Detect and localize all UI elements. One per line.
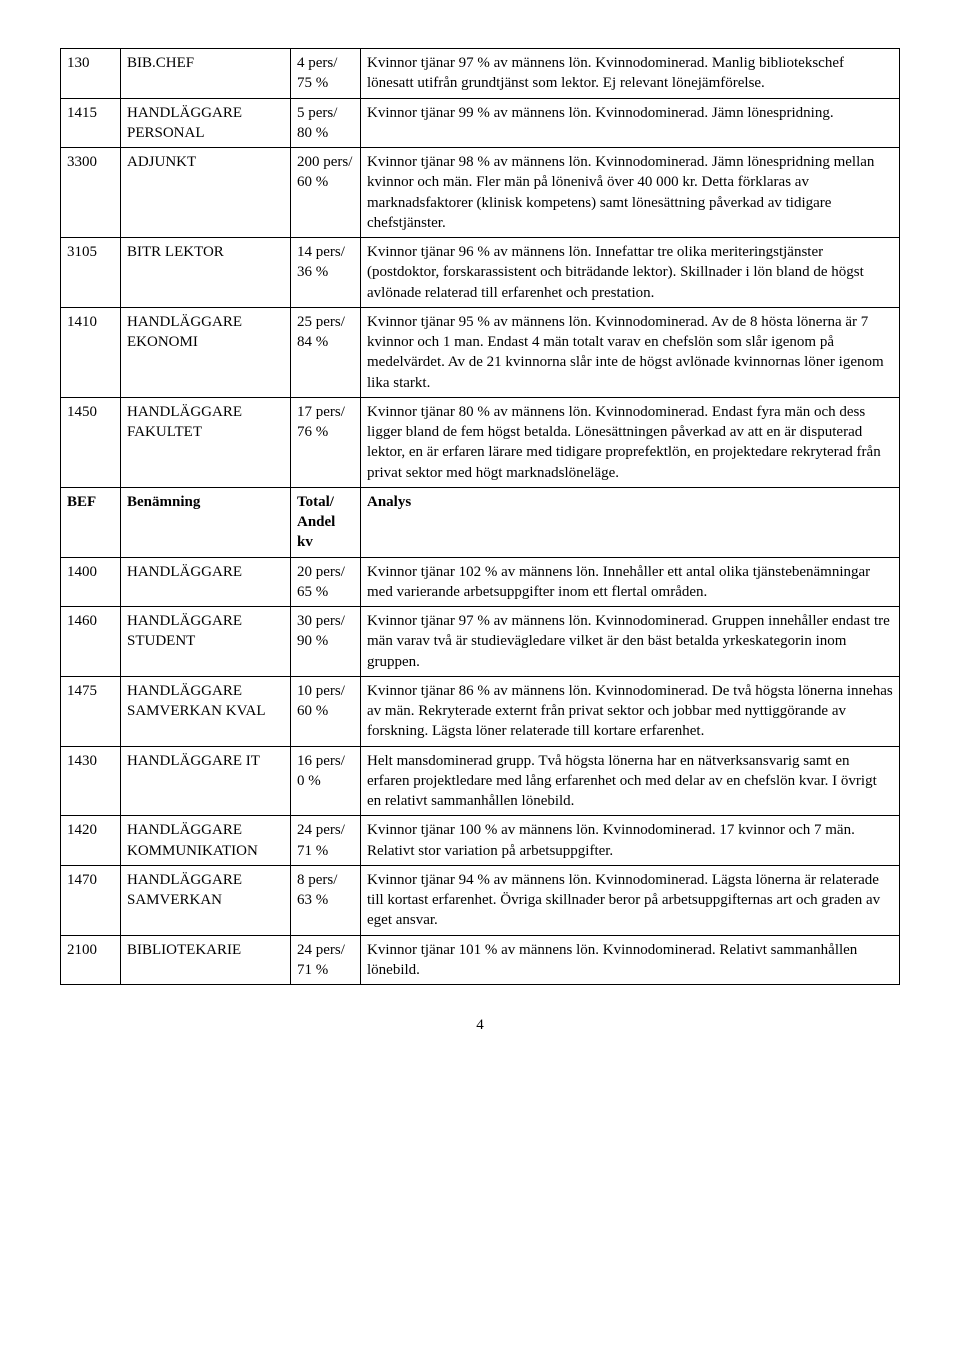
salary-analysis-table: 130BIB.CHEF4 pers/ 75 %Kvinnor tjänar 97… <box>60 48 900 985</box>
cell-stat: 16 pers/ 0 % <box>291 746 361 816</box>
table-row: 1400HANDLÄGGARE20 pers/ 65 %Kvinnor tjän… <box>61 557 900 607</box>
table-row: 3105BITR LEKTOR14 pers/ 36 %Kvinnor tjän… <box>61 238 900 308</box>
cell-stat: 14 pers/ 36 % <box>291 238 361 308</box>
table-row: 1460HANDLÄGGARE STUDENT30 pers/ 90 %Kvin… <box>61 607 900 677</box>
table-row: 1430HANDLÄGGARE IT16 pers/ 0 %Helt mansd… <box>61 746 900 816</box>
cell-stat: 5 pers/ 80 % <box>291 98 361 148</box>
cell-code: 1460 <box>61 607 121 677</box>
table-row: 1470HANDLÄGGARE SAMVERKAN8 pers/ 63 %Kvi… <box>61 865 900 935</box>
cell-code: 1400 <box>61 557 121 607</box>
cell-analysis: Kvinnor tjänar 100 % av männens lön. Kvi… <box>361 816 900 866</box>
cell-name: HANDLÄGGARE SAMVERKAN KVAL <box>121 676 291 746</box>
cell-stat: 20 pers/ 65 % <box>291 557 361 607</box>
cell-stat: 24 pers/ 71 % <box>291 816 361 866</box>
cell-analysis: Kvinnor tjänar 86 % av männens lön. Kvin… <box>361 676 900 746</box>
cell-name: HANDLÄGGARE KOMMUNIKATION <box>121 816 291 866</box>
table-row: 130BIB.CHEF4 pers/ 75 %Kvinnor tjänar 97… <box>61 49 900 99</box>
cell-name: BITR LEKTOR <box>121 238 291 308</box>
cell-name: HANDLÄGGARE EKONOMI <box>121 307 291 397</box>
cell-name: BIB.CHEF <box>121 49 291 99</box>
cell-name: HANDLÄGGARE PERSONAL <box>121 98 291 148</box>
cell-stat: 25 pers/ 84 % <box>291 307 361 397</box>
cell-analysis: Kvinnor tjänar 97 % av männens lön. Kvin… <box>361 49 900 99</box>
cell-code: 3300 <box>61 148 121 238</box>
cell-name: HANDLÄGGARE <box>121 557 291 607</box>
cell-stat: 8 pers/ 63 % <box>291 865 361 935</box>
table-row: 1410HANDLÄGGARE EKONOMI25 pers/ 84 %Kvin… <box>61 307 900 397</box>
cell-analysis: Kvinnor tjänar 97 % av männens lön. Kvin… <box>361 607 900 677</box>
cell-analysis: Helt mansdominerad grupp. Två högsta lön… <box>361 746 900 816</box>
cell-analysis: Kvinnor tjänar 96 % av männens lön. Inne… <box>361 238 900 308</box>
cell-code: 1415 <box>61 98 121 148</box>
page-number: 4 <box>60 1015 900 1035</box>
cell-name: HANDLÄGGARE SAMVERKAN <box>121 865 291 935</box>
cell-name: HANDLÄGGARE IT <box>121 746 291 816</box>
cell-code: 1410 <box>61 307 121 397</box>
cell-name: ADJUNKT <box>121 148 291 238</box>
cell-analysis: Kvinnor tjänar 80 % av männens lön. Kvin… <box>361 397 900 487</box>
table-row: BEFBenämningTotal/ Andel kvAnalys <box>61 487 900 557</box>
table-row: 1415HANDLÄGGARE PERSONAL5 pers/ 80 %Kvin… <box>61 98 900 148</box>
cell-analysis: Kvinnor tjänar 94 % av männens lön. Kvin… <box>361 865 900 935</box>
cell-code: 1450 <box>61 397 121 487</box>
table-row: 1420HANDLÄGGARE KOMMUNIKATION24 pers/ 71… <box>61 816 900 866</box>
cell-code: BEF <box>61 487 121 557</box>
table-row: 1450HANDLÄGGARE FAKULTET17 pers/ 76 %Kvi… <box>61 397 900 487</box>
cell-analysis: Kvinnor tjänar 95 % av männens lön. Kvin… <box>361 307 900 397</box>
cell-stat: 10 pers/ 60 % <box>291 676 361 746</box>
cell-name: HANDLÄGGARE FAKULTET <box>121 397 291 487</box>
table-row: 3300ADJUNKT200 pers/ 60 %Kvinnor tjänar … <box>61 148 900 238</box>
cell-stat: 30 pers/ 90 % <box>291 607 361 677</box>
cell-code: 1420 <box>61 816 121 866</box>
cell-analysis: Kvinnor tjänar 98 % av männens lön. Kvin… <box>361 148 900 238</box>
cell-analysis: Kvinnor tjänar 101 % av männens lön. Kvi… <box>361 935 900 985</box>
cell-code: 1430 <box>61 746 121 816</box>
cell-analysis: Analys <box>361 487 900 557</box>
cell-name: Benämning <box>121 487 291 557</box>
cell-code: 1470 <box>61 865 121 935</box>
table-row: 2100BIBLIOTEKARIE24 pers/ 71 %Kvinnor tj… <box>61 935 900 985</box>
cell-stat: Total/ Andel kv <box>291 487 361 557</box>
cell-analysis: Kvinnor tjänar 99 % av männens lön. Kvin… <box>361 98 900 148</box>
table-row: 1475HANDLÄGGARE SAMVERKAN KVAL10 pers/ 6… <box>61 676 900 746</box>
cell-stat: 24 pers/ 71 % <box>291 935 361 985</box>
cell-code: 2100 <box>61 935 121 985</box>
cell-code: 3105 <box>61 238 121 308</box>
cell-code: 130 <box>61 49 121 99</box>
cell-stat: 200 pers/ 60 % <box>291 148 361 238</box>
cell-name: HANDLÄGGARE STUDENT <box>121 607 291 677</box>
cell-analysis: Kvinnor tjänar 102 % av männens lön. Inn… <box>361 557 900 607</box>
cell-code: 1475 <box>61 676 121 746</box>
cell-stat: 17 pers/ 76 % <box>291 397 361 487</box>
cell-name: BIBLIOTEKARIE <box>121 935 291 985</box>
cell-stat: 4 pers/ 75 % <box>291 49 361 99</box>
